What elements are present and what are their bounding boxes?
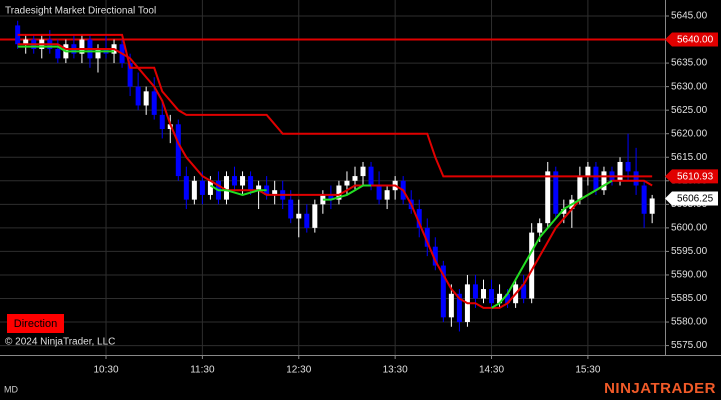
candle-body	[561, 209, 567, 214]
candle-body	[183, 176, 189, 200]
y-tick-label: 5580.00	[671, 317, 708, 328]
candle-body	[497, 293, 503, 304]
y-tick-label: 5600.00	[671, 223, 708, 234]
indicator-line	[17, 43, 653, 309]
y-tick-label: 5585.00	[671, 293, 708, 304]
candle-body	[55, 48, 61, 59]
candle-body	[448, 293, 454, 318]
candle-body	[344, 180, 350, 186]
price-marker-label: 5606.25	[677, 194, 714, 205]
x-tick-label: 13:30	[383, 365, 408, 376]
candle-body	[135, 86, 141, 106]
price-marker	[665, 32, 718, 47]
candle-body	[240, 176, 246, 186]
x-tick-label: 12:30	[286, 365, 311, 376]
x-tick-label: 14:30	[479, 365, 504, 376]
candle-body	[432, 246, 438, 266]
price-marker	[665, 191, 718, 206]
y-tick-label: 5590.00	[671, 270, 708, 281]
candle-body	[633, 171, 639, 186]
candle-body	[232, 176, 238, 186]
candle-body	[312, 204, 318, 228]
x-tick-label: 10:30	[93, 365, 118, 376]
candle-body	[601, 171, 607, 191]
y-tick-label: 5635.00	[671, 58, 708, 69]
x-tick-label: 11:30	[190, 365, 215, 376]
candle-body	[376, 185, 382, 200]
candle-body	[360, 166, 366, 177]
candle-body	[537, 223, 543, 233]
candle-body	[127, 63, 133, 87]
marks	[0, 20, 665, 332]
candle-body	[143, 91, 149, 106]
candle-body	[440, 265, 446, 318]
candle-body	[625, 161, 631, 172]
direction-button[interactable]	[7, 314, 64, 333]
candle-body	[384, 190, 390, 200]
candle-body	[207, 180, 213, 195]
candle-body	[304, 213, 310, 228]
price-marker-label: 5610.93	[677, 172, 714, 183]
candle-body	[352, 176, 358, 181]
candle-body	[456, 293, 462, 323]
candle-body	[489, 289, 495, 304]
candle-body	[256, 185, 262, 191]
indicator-line	[322, 184, 372, 201]
candle-body	[553, 171, 559, 214]
candle-body	[472, 284, 478, 299]
candle-body	[288, 199, 294, 219]
candle-body	[328, 194, 334, 200]
candle-body	[95, 48, 101, 59]
candle-body	[416, 209, 422, 228]
account-label: MD	[4, 384, 18, 394]
y-tick-label: 5595.00	[671, 246, 708, 257]
indicator-line	[17, 45, 115, 53]
candle-body	[175, 124, 181, 177]
copyright: © 2024 NinjaTrader, LLC	[5, 337, 115, 348]
candle-body	[521, 284, 527, 299]
candle-body	[545, 171, 551, 224]
candle-body	[248, 176, 254, 191]
indicator-line	[17, 33, 653, 178]
y-tick-label: 5615.00	[671, 152, 708, 163]
candle-body	[223, 176, 229, 200]
candle-body	[368, 166, 374, 186]
x-tick-label: 15:30	[575, 365, 600, 376]
indicator-line	[209, 184, 267, 196]
candle-body	[296, 213, 302, 219]
y-tick-label: 5630.00	[671, 81, 708, 92]
y-tick-label: 5645.00	[671, 11, 708, 22]
candle-body	[649, 198, 655, 214]
candle-body	[505, 293, 511, 304]
candle-body	[424, 227, 430, 247]
candle-body	[641, 185, 647, 214]
candle-body	[585, 166, 591, 177]
indicator-line	[491, 179, 613, 309]
candle-body	[191, 180, 197, 200]
y-tick-label: 5575.00	[671, 340, 708, 351]
price-marker-label: 5640.00	[677, 35, 714, 46]
price-marker	[665, 169, 718, 184]
candle-body	[159, 114, 165, 130]
chart-title: Tradesight Market Directional Tool	[5, 6, 156, 17]
candle-body	[480, 289, 486, 299]
candle-body	[199, 180, 205, 195]
candle-body	[577, 176, 583, 200]
direction-button-label[interactable]: Direction	[14, 318, 57, 330]
candle-body	[272, 190, 278, 195]
candle-body	[529, 232, 535, 299]
y-tick-label: 5620.00	[671, 128, 708, 139]
logo: NINJATRADER	[604, 380, 716, 397]
candle-body	[23, 39, 29, 45]
candle-body	[151, 91, 157, 115]
candle-body	[593, 166, 599, 191]
candle-body	[617, 161, 623, 181]
y-tick-label: 5625.00	[671, 105, 708, 116]
candle-body	[336, 185, 342, 200]
candle-body	[79, 39, 85, 54]
